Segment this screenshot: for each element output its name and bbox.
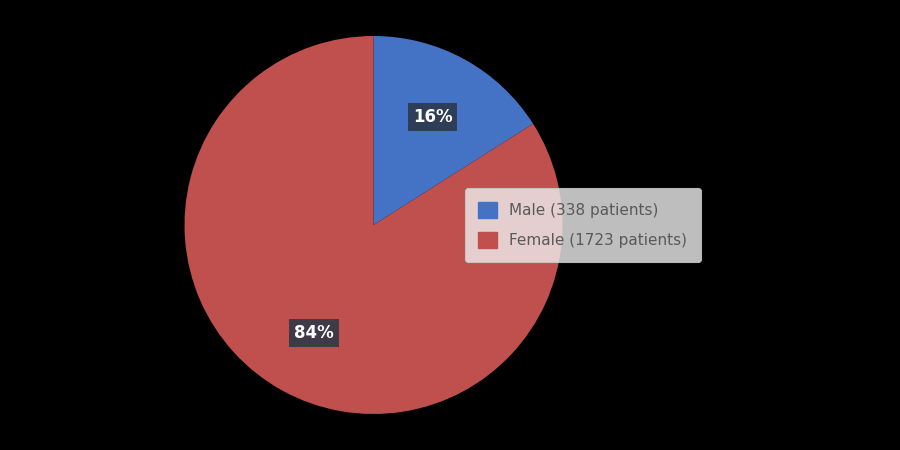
Wedge shape <box>374 36 533 225</box>
Wedge shape <box>184 36 562 414</box>
Legend: Male (338 patients), Female (1723 patients): Male (338 patients), Female (1723 patien… <box>464 189 701 261</box>
Text: 16%: 16% <box>413 108 453 126</box>
Text: 84%: 84% <box>294 324 334 342</box>
